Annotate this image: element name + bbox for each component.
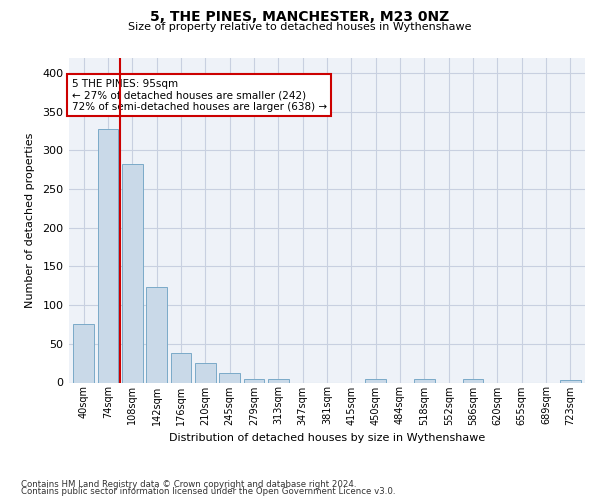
Y-axis label: Number of detached properties: Number of detached properties	[25, 132, 35, 308]
Bar	[560, 380, 581, 382]
Bar	[146, 288, 167, 382]
Text: Contains public sector information licensed under the Open Government Licence v3: Contains public sector information licen…	[21, 488, 395, 496]
Bar	[98, 128, 118, 382]
Bar	[414, 378, 435, 382]
Text: Contains HM Land Registry data © Crown copyright and database right 2024.: Contains HM Land Registry data © Crown c…	[21, 480, 356, 489]
Text: 5 THE PINES: 95sqm
← 27% of detached houses are smaller (242)
72% of semi-detach: 5 THE PINES: 95sqm ← 27% of detached hou…	[71, 78, 327, 112]
Bar	[122, 164, 143, 382]
Text: 5, THE PINES, MANCHESTER, M23 0NZ: 5, THE PINES, MANCHESTER, M23 0NZ	[151, 10, 449, 24]
Bar	[244, 378, 265, 382]
Bar	[195, 363, 215, 382]
Bar	[73, 324, 94, 382]
Bar	[268, 378, 289, 382]
Bar	[365, 378, 386, 382]
Bar	[170, 353, 191, 382]
Text: Size of property relative to detached houses in Wythenshawe: Size of property relative to detached ho…	[128, 22, 472, 32]
Bar	[219, 373, 240, 382]
Bar	[463, 380, 484, 382]
X-axis label: Distribution of detached houses by size in Wythenshawe: Distribution of detached houses by size …	[169, 433, 485, 443]
